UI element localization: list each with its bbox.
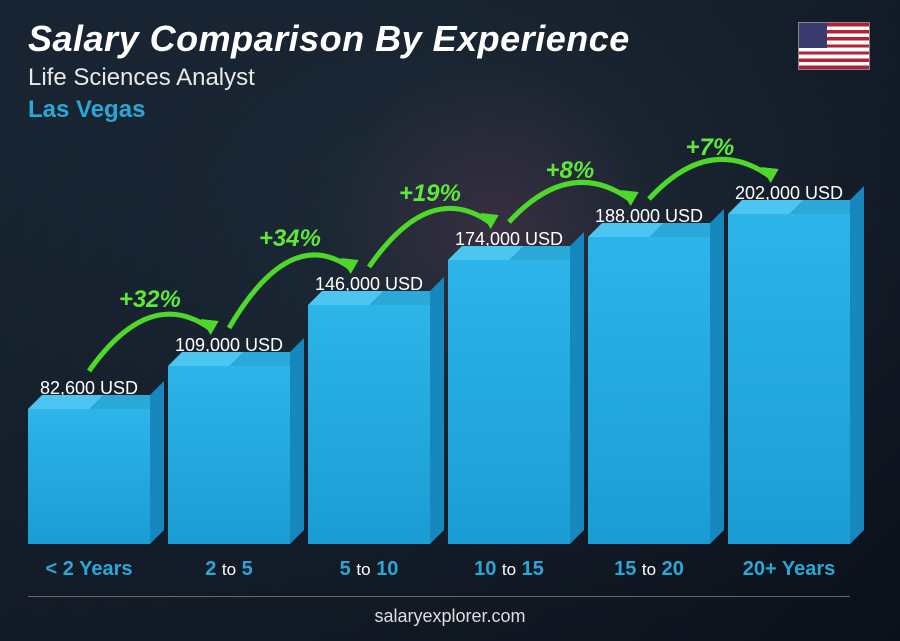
category-label: 20+ Years	[743, 558, 836, 581]
bar-group: 146,000 USD5 to 10	[308, 274, 430, 581]
location-label: Las Vegas	[28, 96, 872, 124]
category-label: 10 to 15	[474, 558, 544, 581]
chart-subtitle: Life Sciences Analyst	[28, 64, 872, 92]
bar-chart: 82,600 USD< 2 Years109,000 USD2 to 5 146…	[28, 131, 850, 581]
bar	[728, 214, 850, 544]
bar-group: 109,000 USD2 to 5	[168, 335, 290, 581]
flag-icon	[798, 22, 870, 70]
pct-label: +8%	[545, 157, 594, 184]
header: Salary Comparison By Experience Life Sci…	[28, 18, 872, 124]
bar	[308, 305, 430, 544]
bar	[28, 409, 150, 544]
bar	[168, 366, 290, 544]
category-label: 15 to 20	[614, 558, 684, 581]
pct-label: +32%	[119, 286, 181, 313]
chart-title: Salary Comparison By Experience	[28, 18, 872, 60]
bar	[588, 237, 710, 544]
pct-label: +34%	[259, 225, 321, 252]
pct-label: +7%	[685, 134, 734, 161]
bar-group: 202,000 USD20+ Years	[728, 183, 850, 581]
pct-label: +19%	[399, 180, 461, 207]
bar	[448, 260, 570, 544]
category-label: 5 to 10	[340, 558, 399, 581]
axis-line	[28, 596, 850, 597]
bar-group: 188,000 USD15 to 20	[588, 206, 710, 581]
category-label: < 2 Years	[46, 558, 133, 581]
bar-group: 82,600 USD< 2 Years	[28, 378, 150, 581]
category-label: 2 to 5	[205, 558, 253, 581]
footer-text: salaryexplorer.com	[0, 606, 900, 627]
bar-group: 174,000 USD10 to 15	[448, 229, 570, 581]
